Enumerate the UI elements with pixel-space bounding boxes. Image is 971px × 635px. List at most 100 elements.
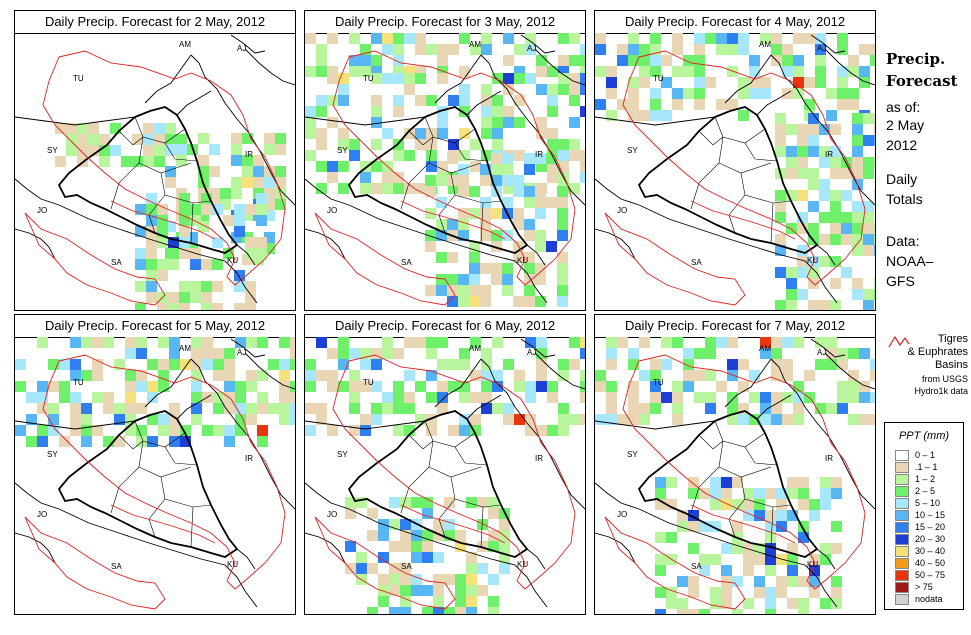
district-boundary	[134, 116, 186, 144]
color-legend: PPT (mm) 0 – 1 .1 – 1 1 – 2 2 – 5 5 – 10 10 –…	[884, 422, 964, 610]
precip-map: AM AJ TU SY IR JO SA KU	[305, 337, 585, 614]
district-boundary	[714, 116, 766, 144]
precip-map: AM AJ TU SY IR JO SA KU	[15, 337, 295, 610]
country-border	[770, 54, 875, 206]
basin-boundary	[332, 354, 576, 590]
country-label: TU	[73, 378, 84, 387]
basin-source-line-2: Hydro1k data	[914, 386, 968, 396]
precip-cells	[55, 123, 286, 310]
district-boundary	[690, 466, 720, 514]
title-line-1: Precip.	[886, 50, 946, 68]
country-label: SA	[691, 258, 702, 267]
country-border	[595, 532, 636, 564]
country-border	[305, 532, 346, 564]
district-boundary	[110, 162, 140, 210]
legend-label: 50 – 75	[915, 570, 946, 580]
country-label: AJ	[817, 44, 826, 53]
iraq-border	[347, 410, 529, 558]
district-boundary	[134, 420, 186, 448]
country-label: SY	[337, 146, 348, 155]
country-label: SA	[401, 562, 412, 571]
basin-boundary	[604, 212, 746, 306]
legend-swatch	[895, 582, 909, 593]
legend-label: 0 – 1	[915, 450, 936, 460]
country-label: KU	[227, 560, 238, 569]
totals-line-2: Totals	[886, 191, 923, 207]
map-panel-4: Daily Precip. Forecast for 5 May, 2012 A…	[14, 314, 296, 615]
forecast-title: Precip. Forecast	[886, 48, 958, 92]
district-boundary	[164, 446, 198, 466]
basin-boundary	[690, 200, 796, 240]
map-area: AM AJ TU SY IR JO SA KU	[15, 337, 295, 614]
country-border	[144, 358, 192, 408]
country-border	[810, 338, 846, 358]
legend-swatch	[895, 546, 909, 557]
country-border	[534, 352, 585, 390]
country-border	[770, 358, 875, 510]
country-label: SY	[47, 146, 58, 155]
country-label: SY	[627, 450, 638, 459]
iraq-border	[347, 106, 529, 254]
legend-swatch	[895, 450, 909, 461]
district-boundary	[428, 136, 482, 174]
country-label: SA	[401, 258, 412, 267]
country-border	[526, 548, 546, 570]
district-boundary	[714, 420, 766, 448]
basin-line-icon	[888, 335, 910, 348]
legend-swatch	[895, 486, 909, 497]
country-border	[190, 54, 295, 206]
precip-cells	[595, 337, 875, 614]
country-border	[534, 48, 585, 86]
country-label: SA	[691, 562, 702, 571]
country-label: SY	[337, 450, 348, 459]
country-label: AM	[179, 40, 191, 49]
country-border	[236, 548, 256, 570]
district-boundary	[148, 498, 166, 538]
country-label: AJ	[237, 348, 246, 357]
iraq-border	[57, 106, 239, 254]
country-label: KU	[517, 256, 528, 265]
map-panel-3: Daily Precip. Forecast for 4 May, 2012 A…	[594, 10, 876, 311]
legend-swatch	[895, 510, 909, 521]
legend-label: 1 – 2	[915, 474, 936, 484]
map-panel-2: Daily Precip. Forecast for 3 May, 2012 A…	[304, 10, 586, 311]
district-boundary	[160, 476, 212, 508]
country-label: AM	[759, 344, 771, 353]
country-label: IR	[245, 150, 253, 159]
country-border	[466, 394, 502, 420]
legend-label: 40 – 50	[915, 558, 946, 568]
country-border	[480, 358, 585, 510]
iraq-border	[637, 410, 819, 558]
title-line-2: Forecast	[886, 72, 958, 90]
district-boundary	[190, 506, 194, 548]
iraq-border	[57, 410, 239, 558]
map-area: AM AJ TU SY IR JO SA KU	[595, 337, 875, 614]
precip-map: AM AJ TU SY IR JO SA KU	[15, 34, 295, 310]
legend-swatch	[895, 474, 909, 485]
district-boundary	[450, 172, 502, 204]
basin-source-line-1: from USGS	[921, 374, 968, 384]
country-border	[434, 358, 482, 408]
precip-cells	[305, 33, 585, 307]
legend-label: 20 – 30	[915, 534, 946, 544]
basin-label-line-3: Basins	[934, 359, 968, 371]
country-label: KU	[807, 256, 818, 265]
district-boundary	[480, 506, 484, 548]
legend-swatch	[895, 534, 909, 545]
legend-label: 2 – 5	[915, 486, 936, 496]
district-boundary	[480, 202, 484, 244]
basin-boundary	[332, 50, 576, 286]
district-boundary	[118, 130, 144, 146]
district-boundary	[740, 476, 792, 508]
data-line-2: NOAA–	[886, 253, 934, 269]
district-boundary	[770, 506, 774, 548]
country-label: AM	[759, 40, 771, 49]
basin-boundary	[400, 504, 506, 544]
basin-boundary	[314, 212, 456, 306]
panel-title: Daily Precip. Forecast for 5 May, 2012	[15, 315, 295, 338]
district-boundary	[744, 142, 778, 162]
district-boundary	[690, 162, 720, 210]
country-label: KU	[517, 560, 528, 569]
country-label: JO	[617, 510, 627, 519]
basin-label-line-1: Tigres	[937, 333, 968, 345]
